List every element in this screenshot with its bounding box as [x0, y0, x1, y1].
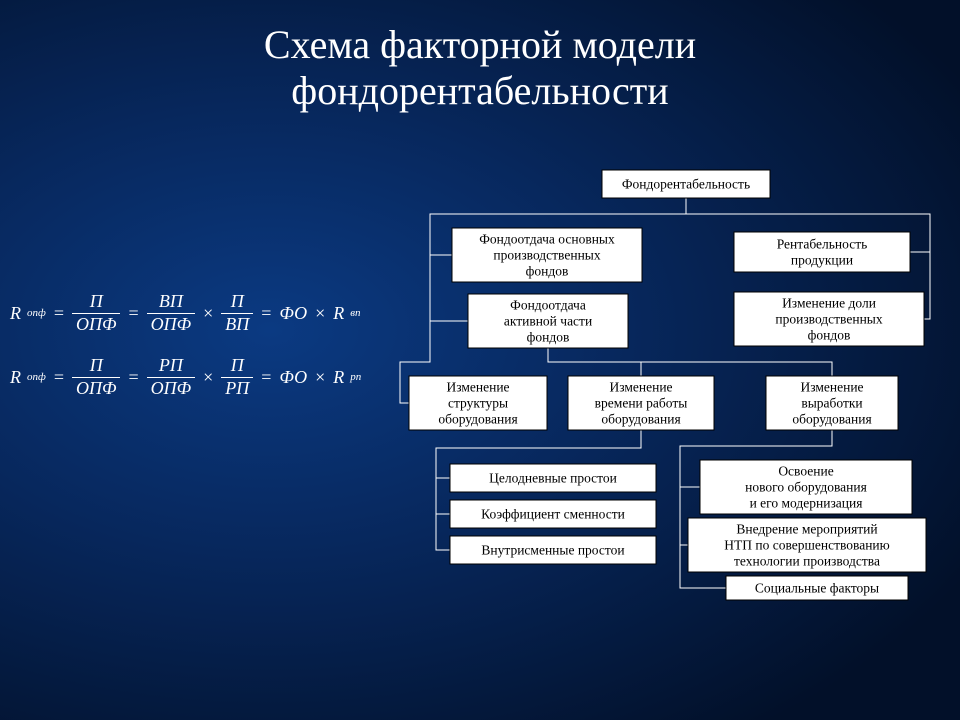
- connector: [436, 478, 450, 514]
- connector: [680, 487, 688, 545]
- diagram-box-n1: Фондорентабельность: [602, 170, 770, 198]
- diagram-box-n13: Внедрение мероприятийНТП по совершенство…: [688, 518, 926, 572]
- connector: [924, 252, 930, 319]
- title-line-1: Схема факторной модели: [264, 22, 696, 67]
- formula-1: Rопф = ПОПФ = ВПОПФ × ПВП = ФО × Rвп: [10, 288, 361, 338]
- svg-text:Фондорентабельность: Фондорентабельность: [622, 176, 750, 191]
- diagram-box-n8: Изменениевыработкиоборудования: [766, 376, 898, 430]
- diagram-box-n2: Фондоотдача основныхпроизводственныхфонд…: [452, 228, 642, 282]
- connector: [436, 514, 450, 550]
- connector: [641, 362, 832, 376]
- svg-text:Коэффициент сменности: Коэффициент сменности: [481, 506, 625, 521]
- diagram-box-n6: Изменениеструктурыоборудования: [409, 376, 547, 430]
- diagram-box-n7: Изменениевремени работыоборудования: [568, 376, 714, 430]
- slide-title: Схема факторной модели фондорентабельнос…: [0, 22, 960, 114]
- diagram-box-n4: Фондоотдачаактивной частифондов: [468, 294, 628, 348]
- diagram-box-n11: Внутрисменные простои: [450, 536, 656, 564]
- connector: [548, 348, 641, 376]
- svg-text:Изменениеструктурыоборудования: Изменениеструктурыоборудования: [438, 379, 517, 426]
- svg-text:Социальные факторы: Социальные факторы: [755, 580, 879, 595]
- svg-text:Внедрение мероприятийНТП по со: Внедрение мероприятийНТП по совершенство…: [724, 521, 890, 568]
- title-line-2: фондорентабельности: [291, 68, 668, 113]
- diagram-box-n14: Социальные факторы: [726, 576, 908, 600]
- diagram-box-n3: Рентабельностьпродукции: [734, 232, 910, 272]
- diagram-box-n9: Целодневные простои: [450, 464, 656, 492]
- factor-diagram: Фондорентабельность Фондоотдача основныхп…: [390, 166, 950, 718]
- svg-text:Целодневные простои: Целодневные простои: [489, 470, 617, 485]
- formula-2: Rопф = ПОПФ = РПОПФ × ПРП = ФО × Rрп: [10, 352, 361, 402]
- svg-text:Внутрисменные простои: Внутрисменные простои: [481, 542, 624, 557]
- formulas-block: Rопф = ПОПФ = ВПОПФ × ПВП = ФО × Rвп Rоп…: [10, 288, 361, 416]
- svg-text:Изменениевыработкиоборудования: Изменениевыработкиоборудования: [792, 379, 871, 426]
- diagram-box-n10: Коэффициент сменности: [450, 500, 656, 528]
- diagram-box-n5: Изменение долипроизводственныхфондов: [734, 292, 924, 346]
- diagram-box-n12: Освоениенового оборудованияи его модерни…: [700, 460, 912, 514]
